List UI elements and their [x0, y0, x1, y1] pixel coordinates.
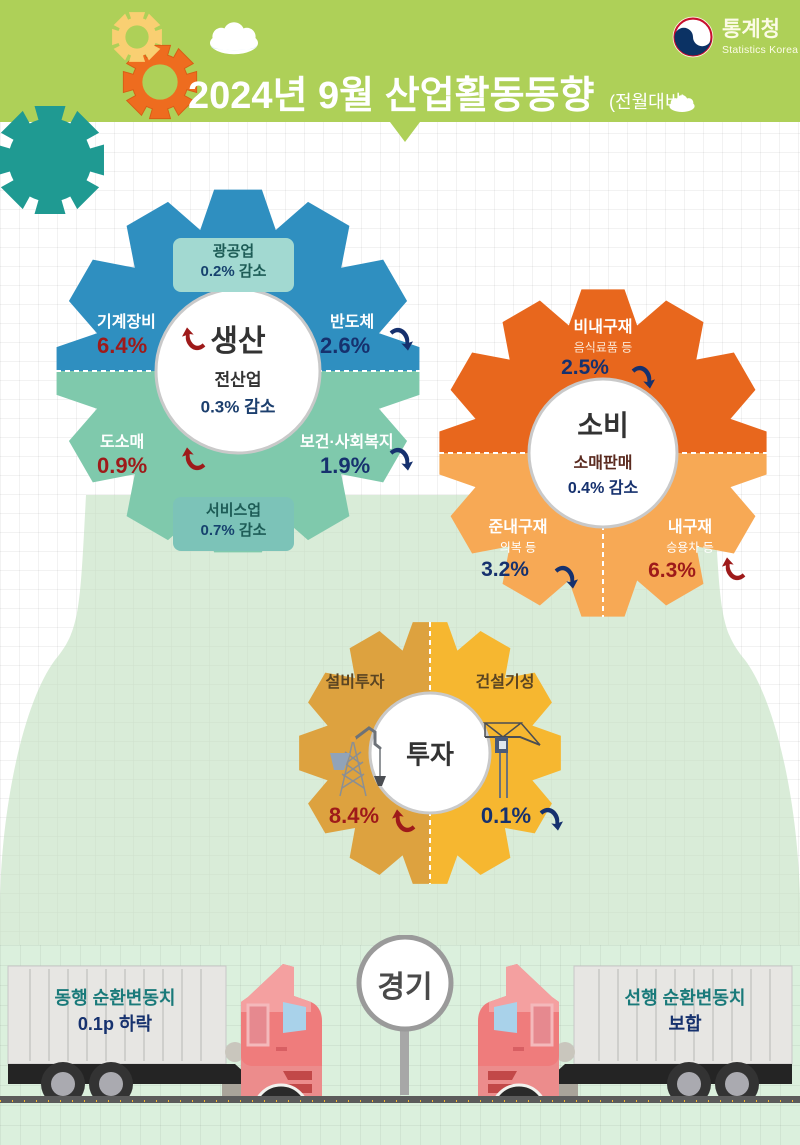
svg-text:동행 순환변동치: 동행 순환변동치 — [55, 987, 176, 1008]
svg-text:선행 순환변동치: 선행 순환변동치 — [625, 987, 746, 1008]
svg-text:보합: 보합 — [668, 1013, 702, 1034]
svg-text:경기: 경기 — [377, 971, 432, 1004]
svg-text:0.1p 하락: 0.1p 하락 — [78, 1014, 153, 1034]
